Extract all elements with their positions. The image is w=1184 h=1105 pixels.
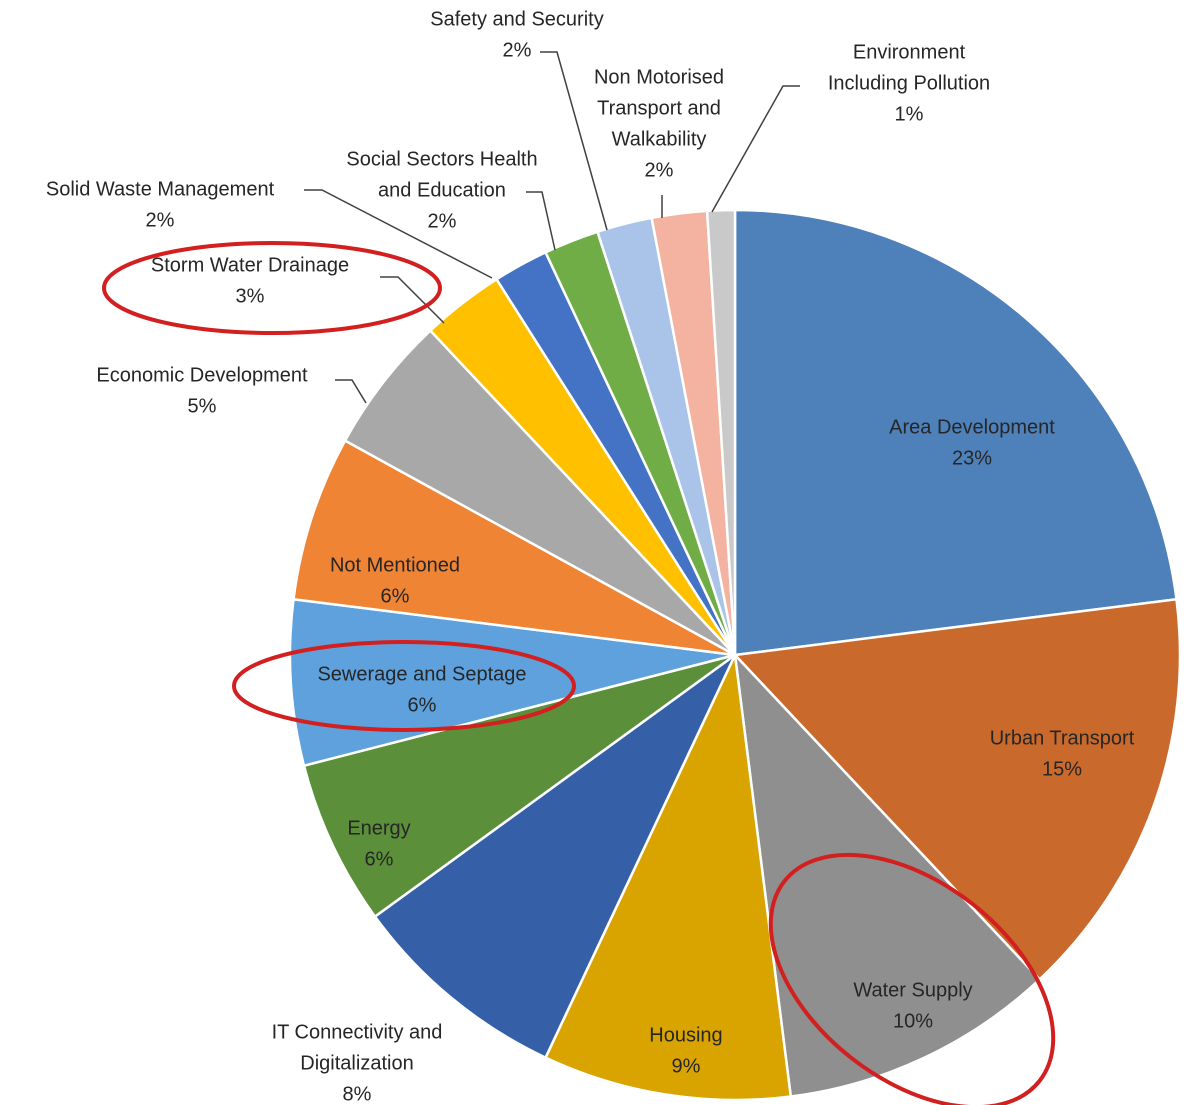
slice-label: Not Mentioned 6% (330, 554, 460, 607)
pie-slice (292, 438, 736, 657)
pie-slice (302, 653, 736, 919)
highlight-ring (102, 241, 442, 335)
pie-slices (288, 208, 1182, 1102)
pie-slice (543, 650, 793, 1102)
pie-slice (733, 651, 1042, 1098)
slice-label: Urban Transport 15% (990, 727, 1135, 780)
slice-label: Housing 9% (649, 1024, 722, 1077)
leader-line (526, 191, 556, 251)
slice-label: Energy 6% (347, 817, 410, 870)
slice-label: Storm Water Drainage 3% (151, 254, 349, 307)
pie-slice (733, 208, 1178, 657)
pie-slice (732, 597, 1182, 982)
highlight-ring (232, 640, 576, 732)
leader-lines (304, 51, 800, 404)
leader-line (380, 276, 445, 324)
highlight-rings (102, 241, 1056, 1105)
slice-label: Economic Development 5% (96, 364, 308, 417)
slice-label: Non Motorised Transport and Walkability 2% (594, 66, 724, 181)
leader-line (711, 85, 800, 213)
slice-label: Water Supply 10% (853, 979, 972, 1032)
leader-line (540, 51, 608, 231)
slice-labels: Area Development 23% Urban Transport 15% Wat… (46, 8, 1135, 1105)
slice-label: Social Sectors Health and Education 2% (346, 148, 537, 232)
slice-label: Solid Waste Management 2% (46, 178, 275, 231)
pie-slice (705, 208, 737, 656)
highlight-ring (768, 852, 1056, 1105)
pie-slice (373, 653, 737, 1060)
slice-label: IT Connectivity and Digitalization 8% (272, 1021, 443, 1105)
slice-label: Sewerage and Septage 6% (317, 663, 526, 716)
slice-label: Environment Including Pollution 1% (828, 41, 990, 125)
leader-line (335, 379, 367, 404)
slice-label: Safety and Security 2% (430, 8, 603, 61)
slice-label: Area Development 23% (889, 416, 1055, 469)
leader-line (304, 189, 493, 279)
